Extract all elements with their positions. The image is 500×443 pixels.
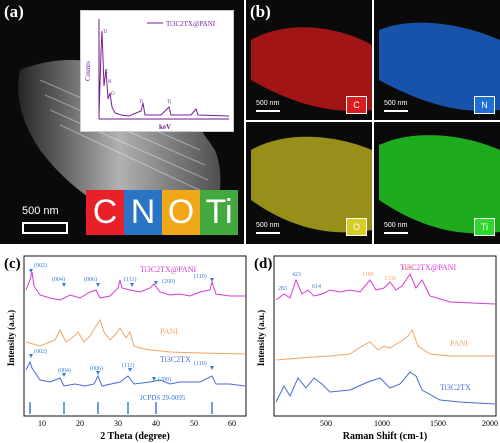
raman-line-mxene [275, 371, 496, 405]
xrd-peak-label-bottom: (002) [34, 348, 47, 355]
xrd-line-pani [25, 318, 246, 355]
eds-peak-label: Ti [167, 100, 172, 105]
panel-a-stem-image: (a) Ti3C2TX@PANI Counts keV Ti C N O Ti … [0, 0, 244, 244]
xrd-tick-label: 50 [190, 419, 198, 428]
xrd-peak-label-bottom: (006) [90, 365, 103, 372]
panel-a-scale-text: 500 nm [22, 205, 59, 217]
eds-peak-label: O [111, 92, 115, 97]
xrd-tick-label: 60 [228, 419, 236, 428]
xrd-label-pani: PANI [160, 327, 178, 336]
panel-a-label: (a) [4, 2, 24, 21]
xrd-peak-label-top: (002) [34, 262, 47, 269]
xrd-peak-label-bottom: (111) [122, 362, 135, 369]
raman-peak-label: 1330 [384, 276, 396, 282]
raman-line-pani [275, 328, 495, 361]
raman-ylabel: Intensity (a.u.) [256, 310, 266, 366]
xrd-peak-label-top: (004) [52, 276, 65, 283]
xrd-line-mxene [25, 360, 246, 387]
eds-map-grid [246, 0, 500, 244]
eds-peak-label: C [105, 70, 109, 75]
map-c-scale-text: 500 nm [256, 100, 280, 107]
raman-peak-label: 614 [312, 284, 321, 290]
eds-ylabel: Counts [84, 61, 92, 81]
raman-label-pani: PANI [450, 339, 468, 348]
panel-c-label: (c) [4, 256, 21, 272]
raman-peak-label: 1180 [362, 272, 374, 278]
jcpds-ticks [29, 402, 213, 414]
map-ti-scale-bar [384, 232, 408, 234]
raman-line-composite [275, 272, 496, 305]
map-n-scale-bar [384, 110, 408, 112]
element-letter-c: C [86, 190, 124, 235]
raman-tick-label: 500 [320, 419, 332, 428]
element-letter-n: N [124, 190, 162, 235]
raman-tick-label: 1000 [374, 419, 390, 428]
element-letter-o: O [162, 190, 200, 235]
xrd-label-mxene: Ti3C2TX [160, 355, 191, 364]
xrd-markers [29, 269, 214, 381]
element-letter-ti: Ti [200, 190, 238, 235]
element-letter-strip: C N O Ti [86, 190, 238, 235]
xrd-label-composite: Ti3C2TX@PANI [140, 265, 196, 274]
eds-inset: Ti3C2TX@PANI Counts keV Ti C N O Ti Ti [80, 10, 234, 132]
raman-chart: 500 1000 1500 2000 Raman Shift (cm-1) In… [254, 255, 498, 442]
map-ti-scale-text: 500 nm [384, 222, 408, 229]
eds-peak-label: Ti [103, 30, 108, 35]
xrd-peak-label-top: (111) [124, 276, 137, 283]
map-c-tag: C [346, 96, 367, 114]
map-o-scale-text: 500 nm [256, 222, 280, 229]
panel-c-xrd: 10 20 30 40 50 60 2 Theta (degree) Inten… [0, 250, 250, 443]
eds-inset-chart: Ti3C2TX@PANI Counts keV Ti C N O Ti Ti [84, 19, 230, 131]
xrd-peak-label-top: (110) [194, 273, 207, 280]
xrd-label-ref: JCPDS 29-0095 [140, 394, 186, 402]
xrd-xlabel: 2 Theta (degree) [100, 431, 170, 442]
raman-tick-label: 1500 [430, 419, 446, 428]
map-ti-tag: Ti [474, 218, 495, 236]
panel-b-eds-maps: (b) [246, 0, 500, 244]
xrd-tick-label: 20 [76, 419, 84, 428]
xrd-chart: 10 20 30 40 50 60 2 Theta (degree) Inten… [4, 255, 247, 442]
map-ti [374, 122, 500, 244]
raman-tick-label: 2000 [482, 419, 498, 428]
xrd-peak-label-bottom: (110) [194, 360, 207, 367]
map-o-tag: O [346, 218, 367, 236]
eds-spectrum-line [98, 30, 230, 118]
panel-b-label: (b) [250, 2, 271, 21]
eds-peak-label: Ti [139, 100, 144, 105]
xrd-ylabel: Intensity (a.u.) [6, 310, 16, 366]
map-n-tag: N [474, 96, 495, 114]
raman-peak-label: 423 [292, 272, 301, 278]
xrd-tick-label: 40 [152, 419, 160, 428]
xrd-peak-label-top: (200) [162, 278, 175, 285]
raman-label-mxene: Ti3C2TX [440, 383, 471, 392]
map-c-scale-bar [256, 110, 280, 112]
xrd-peak-label-top: (006) [84, 276, 97, 283]
eds-xlabel: keV [159, 123, 171, 131]
panel-d-label: (d) [254, 256, 272, 272]
eds-peak-label: N [108, 80, 112, 85]
raman-xlabel: Raman Shift (cm-1) [343, 431, 427, 442]
xrd-peak-label-bottom: (200) [158, 376, 171, 383]
xrd-line-composite [25, 271, 245, 301]
raman-peak-label: 283 [278, 286, 287, 292]
xrd-tick-label: 10 [38, 419, 46, 428]
map-n-scale-text: 500 nm [384, 100, 408, 107]
panel-d-raman: 500 1000 1500 2000 Raman Shift (cm-1) In… [250, 250, 500, 443]
eds-legend-label: Ti3C2TX@PANI [166, 20, 216, 28]
xrd-tick-label: 30 [114, 419, 122, 428]
panel-a-scale-bar [22, 222, 68, 234]
raman-peak-label: 1495 [402, 266, 414, 272]
map-o-scale-bar [256, 232, 280, 234]
raman-label-composite: Ti3C2TX@PANI [400, 263, 456, 272]
xrd-peak-label-bottom: (004) [58, 367, 71, 374]
